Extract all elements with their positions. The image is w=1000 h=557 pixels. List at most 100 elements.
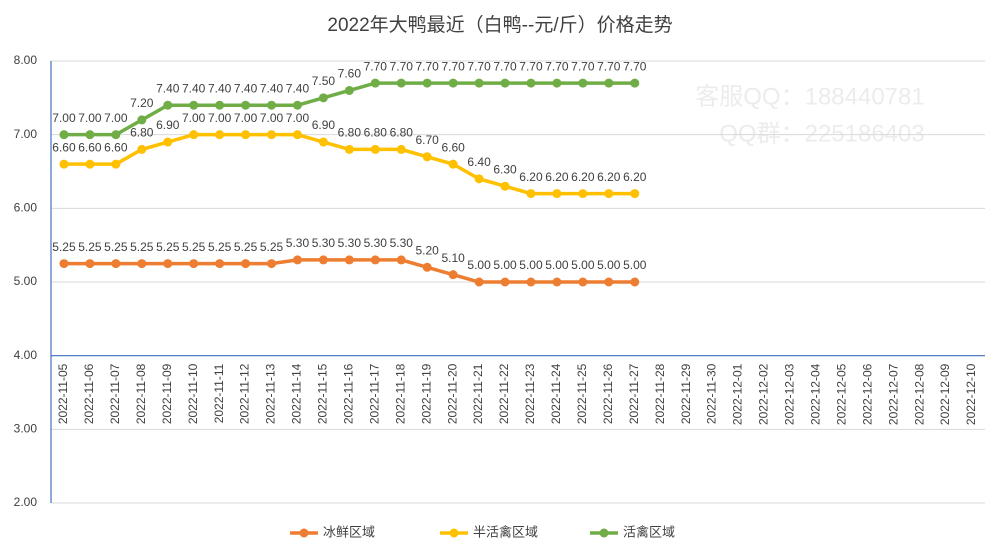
point <box>474 174 484 184</box>
point <box>344 85 354 95</box>
data-label: 6.80 <box>364 126 388 140</box>
x-tick-label: 2022-11-27 <box>627 363 641 424</box>
x-tick-label: 2022-11-15 <box>316 363 330 424</box>
point <box>59 130 69 140</box>
x-tick-label: 2022-11-28 <box>653 363 667 424</box>
x-tick-label: 2022-11-18 <box>393 363 407 424</box>
data-label: 6.20 <box>623 170 647 184</box>
point <box>578 78 588 88</box>
point <box>500 277 510 287</box>
data-label: 5.30 <box>286 236 310 250</box>
data-label: 5.25 <box>260 240 284 254</box>
point <box>189 259 199 269</box>
point <box>500 181 510 191</box>
x-tick-label: 2022-12-10 <box>964 363 978 425</box>
point <box>163 100 173 110</box>
point <box>137 259 147 269</box>
watermark: QQ群：225186403 <box>719 120 924 147</box>
legend-marker <box>599 528 609 538</box>
point <box>85 159 95 169</box>
data-label: 6.80 <box>338 126 362 140</box>
data-label: 5.30 <box>364 236 388 250</box>
data-label: 7.70 <box>441 59 465 73</box>
point <box>292 100 302 110</box>
legend-label: 半活禽区域 <box>473 524 538 539</box>
data-label: 5.25 <box>234 240 258 254</box>
data-label: 6.30 <box>493 162 517 176</box>
data-label: 7.70 <box>519 59 543 73</box>
data-label: 6.90 <box>156 118 180 132</box>
y-tick-label: 2.00 <box>14 495 38 509</box>
data-label: 7.70 <box>364 59 388 73</box>
x-tick-label: 2022-12-02 <box>757 363 771 425</box>
data-label: 7.00 <box>182 111 206 125</box>
point <box>500 78 510 88</box>
point <box>267 130 277 140</box>
x-tick-label: 2022-11-29 <box>679 363 693 424</box>
data-label: 5.25 <box>130 240 154 254</box>
data-label: 7.00 <box>234 111 258 125</box>
legend-label: 活禽区域 <box>623 524 675 539</box>
x-tick-label: 2022-11-25 <box>575 363 589 424</box>
x-tick-label: 2022-12-01 <box>731 363 745 425</box>
x-tick-label: 2022-11-24 <box>549 363 563 424</box>
point <box>396 255 406 265</box>
point <box>344 255 354 265</box>
data-label: 6.90 <box>312 118 336 132</box>
point <box>370 78 380 88</box>
data-label: 7.40 <box>260 81 284 95</box>
data-label: 7.50 <box>312 74 336 88</box>
data-label: 7.70 <box>493 59 517 73</box>
data-label: 7.70 <box>545 59 569 73</box>
x-tick-label: 2022-12-04 <box>809 363 823 425</box>
data-label: 6.20 <box>571 170 595 184</box>
point <box>215 130 225 140</box>
point <box>85 130 95 140</box>
legend-label: 冰鲜区域 <box>323 524 375 539</box>
data-label: 6.60 <box>78 140 102 154</box>
x-tick-label: 2022-11-23 <box>523 363 537 424</box>
data-label: 6.60 <box>104 140 128 154</box>
point <box>526 277 536 287</box>
x-tick-label: 2022-12-09 <box>938 363 952 425</box>
x-tick-label: 2022-11-06 <box>82 363 96 424</box>
data-label: 6.20 <box>545 170 569 184</box>
x-tick-label: 2022-11-14 <box>290 363 304 424</box>
data-label: 5.00 <box>519 258 543 272</box>
point <box>267 100 277 110</box>
point <box>448 159 458 169</box>
point <box>318 255 328 265</box>
x-tick-label: 2022-11-10 <box>186 363 200 424</box>
x-tick-label: 2022-11-16 <box>342 363 356 424</box>
data-label: 5.25 <box>104 240 128 254</box>
data-label: 5.25 <box>208 240 232 254</box>
data-label: 7.40 <box>156 81 180 95</box>
point <box>396 78 406 88</box>
point <box>318 137 328 147</box>
data-label: 5.30 <box>312 236 336 250</box>
data-label: 5.00 <box>493 258 517 272</box>
legend-marker <box>299 528 309 538</box>
point <box>630 277 640 287</box>
point <box>370 255 380 265</box>
x-tick-label: 2022-11-05 <box>56 363 70 424</box>
y-tick-label: 6.00 <box>14 201 38 215</box>
y-tick-label: 4.00 <box>14 348 38 362</box>
point <box>163 259 173 269</box>
data-label: 7.70 <box>597 59 621 73</box>
point <box>292 255 302 265</box>
data-label: 6.20 <box>519 170 543 184</box>
point <box>85 259 95 269</box>
data-label: 6.60 <box>52 140 76 154</box>
data-label: 5.00 <box>467 258 491 272</box>
data-label: 7.20 <box>130 96 154 110</box>
point <box>604 189 614 199</box>
y-tick-label: 7.00 <box>14 127 38 141</box>
point <box>318 93 328 103</box>
data-label: 5.00 <box>597 258 621 272</box>
data-label: 7.40 <box>234 81 258 95</box>
point <box>630 78 640 88</box>
point <box>396 144 406 154</box>
